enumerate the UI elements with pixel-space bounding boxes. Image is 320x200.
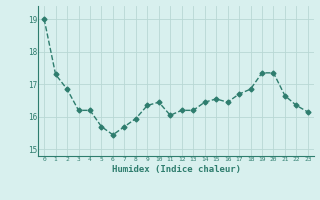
X-axis label: Humidex (Indice chaleur): Humidex (Indice chaleur) xyxy=(111,165,241,174)
